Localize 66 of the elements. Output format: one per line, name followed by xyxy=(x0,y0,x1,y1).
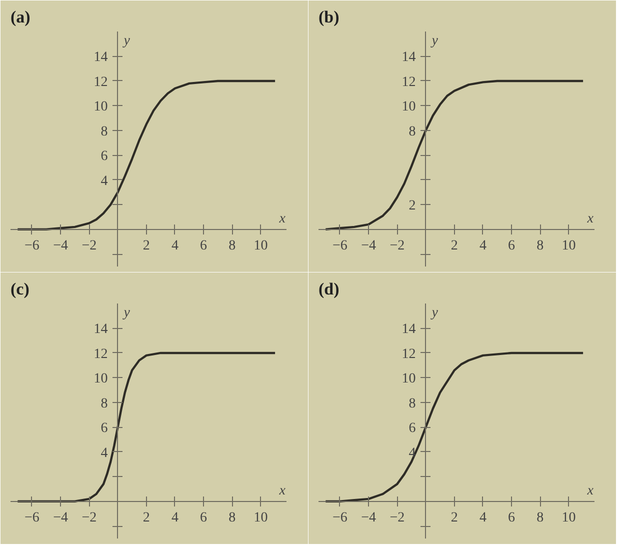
x-tick-label: 4 xyxy=(171,238,178,254)
y-tick-label: 10 xyxy=(402,100,416,115)
chart-title: (d) xyxy=(318,280,340,298)
x-tick-label: 6 xyxy=(200,510,208,526)
y-tick-label: 6 xyxy=(100,149,108,164)
y-tick-label: 8 xyxy=(100,124,108,140)
x-tick-label: 10 xyxy=(254,238,268,254)
x-tick-label: 4 xyxy=(479,510,486,526)
y-tick-label: 10 xyxy=(402,372,416,387)
y-tick-label: 12 xyxy=(402,346,416,362)
x-tick-label: −2 xyxy=(390,510,405,526)
x-tick-label: 6 xyxy=(508,238,516,254)
y-tick-label: 10 xyxy=(94,100,108,115)
y-tick-label: 8 xyxy=(408,124,416,140)
x-axis-title: x xyxy=(586,211,594,226)
y-axis-title: y xyxy=(430,306,439,320)
y-tick-label: 14 xyxy=(402,50,416,66)
y-axis-title: y xyxy=(430,34,439,48)
y-tick-label: 6 xyxy=(408,421,416,436)
x-tick-label: −6 xyxy=(24,238,40,254)
x-tick-label: −4 xyxy=(361,510,376,526)
x-tick-label: −2 xyxy=(82,510,97,526)
x-tick-label: 10 xyxy=(562,238,576,254)
y-tick-label: 12 xyxy=(402,74,416,90)
y-axis-title: y xyxy=(122,34,131,48)
x-tick-label: 8 xyxy=(228,510,236,526)
x-axis-title: x xyxy=(586,483,594,498)
x-tick-label: −2 xyxy=(390,238,405,254)
x-tick-label: −6 xyxy=(332,510,348,526)
x-tick-label: 8 xyxy=(228,238,236,254)
x-tick-label: −2 xyxy=(82,238,97,254)
y-tick-label: 14 xyxy=(94,50,108,66)
x-tick-label: 8 xyxy=(536,238,544,254)
x-tick-label: 8 xyxy=(536,510,544,526)
y-axis-title: y xyxy=(122,306,131,320)
x-tick-label: 4 xyxy=(171,510,178,526)
x-tick-label: −4 xyxy=(53,238,68,254)
chart-title: (b) xyxy=(318,8,340,26)
x-axis-title: x xyxy=(278,483,286,498)
chart-title: (c) xyxy=(10,280,30,298)
y-tick-label: 12 xyxy=(94,74,108,90)
y-tick-label: 8 xyxy=(100,396,108,412)
x-tick-label: −4 xyxy=(361,238,376,254)
y-tick-label: 14 xyxy=(402,322,416,338)
y-tick-label: 2 xyxy=(408,198,416,214)
y-tick-label: 4 xyxy=(100,446,108,461)
x-tick-label: −4 xyxy=(53,510,68,526)
x-tick-label: 2 xyxy=(142,238,150,254)
x-tick-label: 10 xyxy=(254,510,268,526)
x-axis-title: x xyxy=(278,211,286,226)
x-tick-label: 6 xyxy=(508,510,516,526)
x-tick-label: −6 xyxy=(332,238,348,254)
y-tick-label: 14 xyxy=(94,322,108,338)
x-tick-label: 4 xyxy=(479,238,486,254)
y-tick-label: 6 xyxy=(100,421,108,436)
y-tick-label: 12 xyxy=(94,346,108,362)
x-tick-label: 10 xyxy=(562,510,576,526)
chart-title: (a) xyxy=(10,8,30,26)
x-tick-label: 2 xyxy=(450,238,458,254)
x-tick-label: 2 xyxy=(450,510,458,526)
y-tick-label: 8 xyxy=(408,396,416,412)
x-tick-label: 6 xyxy=(200,238,208,254)
x-tick-label: −6 xyxy=(24,510,40,526)
x-tick-label: 2 xyxy=(142,510,150,526)
y-tick-label: 10 xyxy=(94,372,108,387)
y-tick-label: 4 xyxy=(100,174,108,189)
